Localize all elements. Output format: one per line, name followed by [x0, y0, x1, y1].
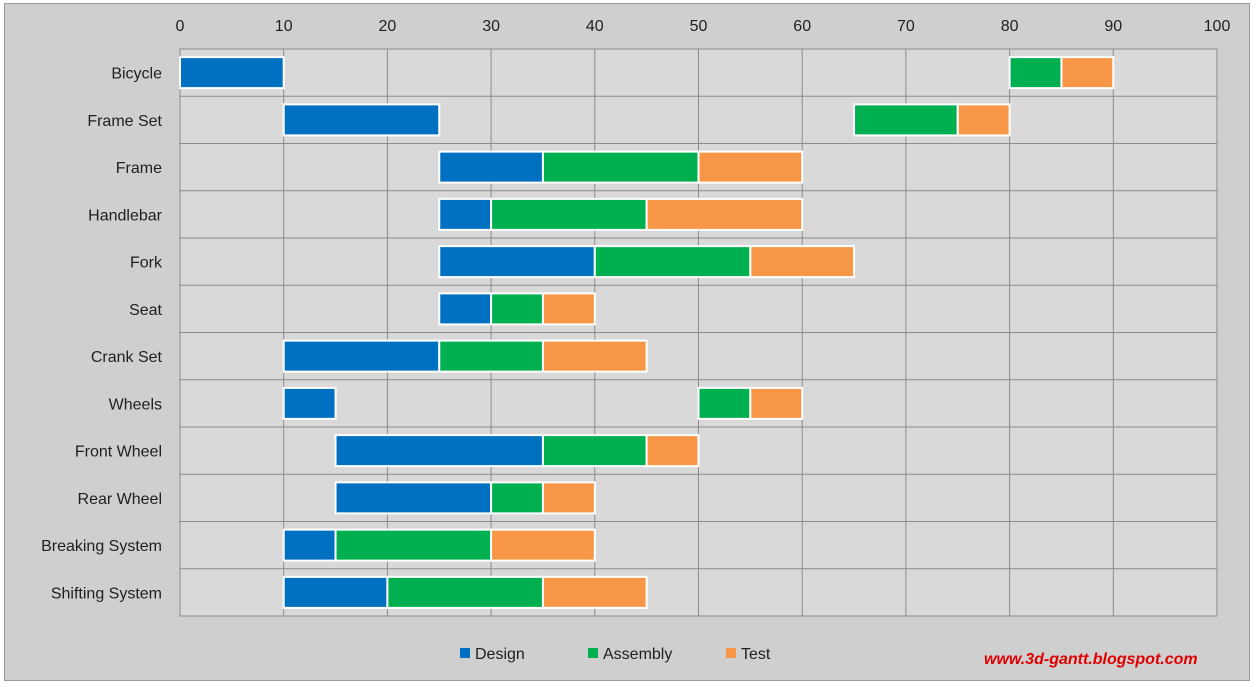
- bar-assembly: [697, 386, 752, 420]
- bar-assembly: [853, 103, 959, 137]
- bar-design: [334, 481, 493, 515]
- bar-test: [956, 103, 1011, 137]
- bar-test: [541, 481, 596, 515]
- category-label: Rear Wheel: [78, 491, 162, 508]
- bar-design: [282, 103, 441, 137]
- x-tick-label: 100: [1204, 18, 1231, 35]
- bar-design: [438, 245, 596, 279]
- bar-assembly: [490, 292, 544, 326]
- legend-swatch: [726, 648, 736, 658]
- category-label: Wheels: [109, 396, 162, 413]
- category-label: Handlebar: [88, 207, 163, 224]
- bar-test: [541, 339, 648, 373]
- bar-design: [282, 386, 337, 420]
- bar-design: [438, 197, 493, 231]
- x-tick-label: 60: [793, 18, 811, 35]
- bar-assembly: [438, 339, 544, 373]
- category-label: Front Wheel: [75, 444, 162, 461]
- bar-test: [541, 575, 648, 609]
- bar-assembly: [1008, 56, 1063, 90]
- category-label: Crank Set: [91, 349, 163, 366]
- legend-label: Design: [475, 646, 525, 663]
- bar-test: [541, 292, 596, 326]
- legend-swatch: [588, 648, 598, 658]
- x-tick-label: 0: [176, 18, 185, 35]
- category-label: Breaking System: [41, 538, 162, 555]
- bar-design: [334, 434, 544, 468]
- legend-swatch: [460, 648, 470, 658]
- x-tick-label: 90: [1104, 18, 1122, 35]
- legend-label: Test: [741, 646, 771, 663]
- x-tick-label: 20: [379, 18, 397, 35]
- bar-test: [645, 197, 804, 231]
- category-label: Frame: [116, 160, 162, 177]
- bar-test: [1060, 56, 1115, 90]
- bar-design: [438, 150, 544, 184]
- x-tick-label: 70: [897, 18, 915, 35]
- category-label: Shifting System: [51, 585, 162, 602]
- bar-design: [179, 56, 285, 90]
- category-label: Fork: [130, 255, 163, 272]
- category-label: Bicycle: [111, 66, 162, 83]
- bar-assembly: [541, 150, 700, 184]
- x-tick-label: 50: [690, 18, 708, 35]
- x-tick-label: 40: [586, 18, 604, 35]
- bar-test: [697, 150, 804, 184]
- bar-design: [282, 339, 441, 373]
- bar-assembly: [490, 481, 544, 515]
- bar-assembly: [490, 197, 648, 231]
- bar-assembly: [386, 575, 544, 609]
- bar-assembly: [541, 434, 648, 468]
- bar-design: [438, 292, 493, 326]
- x-tick-label: 10: [275, 18, 293, 35]
- x-tick-label: 80: [1001, 18, 1019, 35]
- bar-assembly: [593, 245, 752, 279]
- x-tick-label: 30: [482, 18, 500, 35]
- bar-test: [490, 528, 596, 562]
- bar-design: [282, 575, 389, 609]
- bar-design: [282, 528, 337, 562]
- category-label: Frame Set: [87, 113, 162, 130]
- bar-test: [645, 434, 700, 468]
- watermark-text: www.3d-gantt.blogspot.com: [984, 651, 1198, 668]
- bar-test: [749, 245, 856, 279]
- bar-test: [749, 386, 804, 420]
- legend-label: Assembly: [603, 646, 672, 663]
- bar-assembly: [334, 528, 493, 562]
- category-label: Seat: [129, 302, 162, 319]
